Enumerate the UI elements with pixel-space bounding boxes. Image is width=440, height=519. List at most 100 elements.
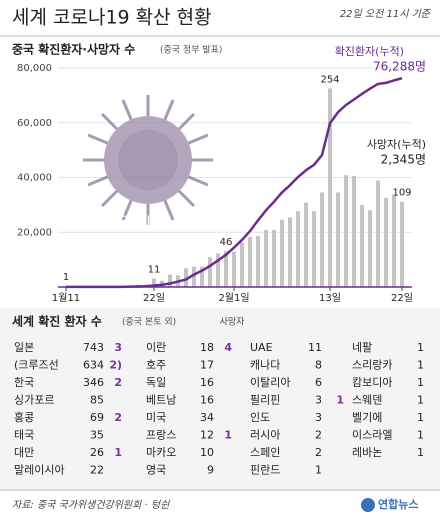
country: 말레이시아	[14, 464, 65, 477]
bar	[328, 88, 332, 287]
death-count: 4	[224, 341, 232, 354]
virus-illustration	[83, 95, 213, 225]
bar	[224, 251, 228, 287]
case-count: 9	[207, 464, 214, 477]
death-count: 2	[114, 411, 122, 424]
country: 스리랑카	[352, 359, 392, 372]
country: 핀란드	[250, 464, 280, 477]
bar	[344, 175, 348, 287]
death-count: 1	[336, 394, 344, 407]
bar	[200, 266, 204, 287]
bar	[304, 202, 308, 287]
logo-mark	[361, 498, 375, 512]
case-count: 69	[90, 411, 104, 424]
bar	[272, 229, 276, 287]
country: 이스라엘	[352, 429, 392, 442]
bar	[312, 211, 316, 287]
case-count: 2	[315, 429, 322, 442]
country: 인도	[250, 411, 270, 424]
x-tick-label: 13일	[319, 292, 341, 304]
bar	[336, 192, 340, 287]
case-count: 634	[83, 359, 104, 372]
bar	[392, 194, 396, 287]
country: 독일	[146, 375, 166, 389]
case-count: 1	[417, 376, 424, 389]
table-title: 세계 확진 환자 수	[12, 314, 102, 329]
death-count: 3	[114, 341, 122, 354]
y-tick-label: 20,000	[17, 227, 52, 238]
country: 프랑스	[146, 429, 176, 442]
bar	[288, 217, 292, 287]
date-note: 22일 오전 11시 기준	[340, 8, 431, 20]
x-tick-label: 22일	[143, 292, 165, 304]
bar	[168, 274, 172, 287]
x-tick-label: 22일	[391, 292, 413, 304]
y-tick-label: 80,000	[17, 63, 52, 74]
case-count: 10	[200, 446, 214, 459]
chart-subtitle: (중국 정부 발표)	[160, 45, 222, 56]
series-label: 확진환자(누적)	[335, 45, 404, 58]
death-count: 2	[114, 376, 122, 389]
country: 홍콩	[14, 410, 34, 424]
annotation: 사망자(누적)	[367, 138, 426, 151]
country: 스웨덴	[352, 394, 382, 407]
data-label: 11	[148, 264, 161, 275]
case-count: 85	[90, 394, 104, 407]
bar	[256, 236, 260, 287]
country: 미국	[146, 411, 166, 424]
case-count: 1	[417, 446, 424, 459]
case-count: 6	[315, 376, 322, 389]
bar	[296, 211, 300, 287]
table-background	[0, 308, 440, 490]
country: 싱가포르	[14, 394, 54, 407]
case-count: 1	[417, 341, 424, 354]
page-title: 세계 코로나19 확산 현황	[12, 7, 212, 29]
data-label: 109	[392, 188, 411, 199]
case-count: 22	[90, 464, 104, 477]
country: 이탈리아	[250, 376, 290, 389]
chart-title: 중국 확진환자·사망자 수	[12, 42, 135, 57]
bar	[360, 204, 364, 287]
case-count: 1	[417, 411, 424, 424]
case-count: 8	[315, 359, 322, 372]
case-count: 743	[83, 341, 104, 354]
death-count: 1	[224, 429, 232, 442]
case-count: 26	[90, 446, 104, 459]
case-count: 35	[90, 429, 104, 442]
country: 벨기에	[352, 411, 382, 424]
country: 대만	[14, 446, 34, 459]
data-label: 76,288명	[373, 60, 426, 74]
country: 호주	[146, 359, 166, 372]
death-header: 사망자	[220, 317, 246, 328]
x-tick-label: 2월1일	[218, 292, 249, 304]
country: 이란	[146, 341, 166, 354]
country: 캄보디아	[352, 376, 392, 389]
source: 자료: 중국 국가위생건강위원회 · 텅쉰	[12, 499, 170, 511]
bar	[152, 278, 156, 287]
bar	[184, 268, 188, 287]
case-count: 12	[200, 429, 214, 442]
country: 태국	[14, 429, 34, 442]
country: 일본	[14, 340, 34, 354]
case-count: 3	[315, 394, 322, 407]
y-tick-label: 40,000	[17, 173, 52, 184]
country: 네팔	[352, 341, 372, 354]
case-count: 346	[83, 376, 104, 389]
country: 베트남	[146, 394, 176, 407]
bar	[400, 201, 404, 287]
case-count: 1	[417, 359, 424, 372]
annotation: 2,345명	[381, 153, 426, 167]
bar	[240, 242, 244, 287]
case-count: 34	[200, 411, 214, 424]
country: UAE	[250, 341, 273, 354]
case-count: 16	[200, 394, 214, 407]
case-count: 16	[200, 376, 214, 389]
bar	[264, 229, 268, 287]
country: 스페인	[250, 446, 280, 459]
logo: 연합뉴스	[378, 497, 418, 511]
bar	[384, 197, 388, 287]
death-count: 1	[114, 446, 122, 459]
case-count: 1	[417, 394, 424, 407]
bar	[208, 257, 212, 287]
